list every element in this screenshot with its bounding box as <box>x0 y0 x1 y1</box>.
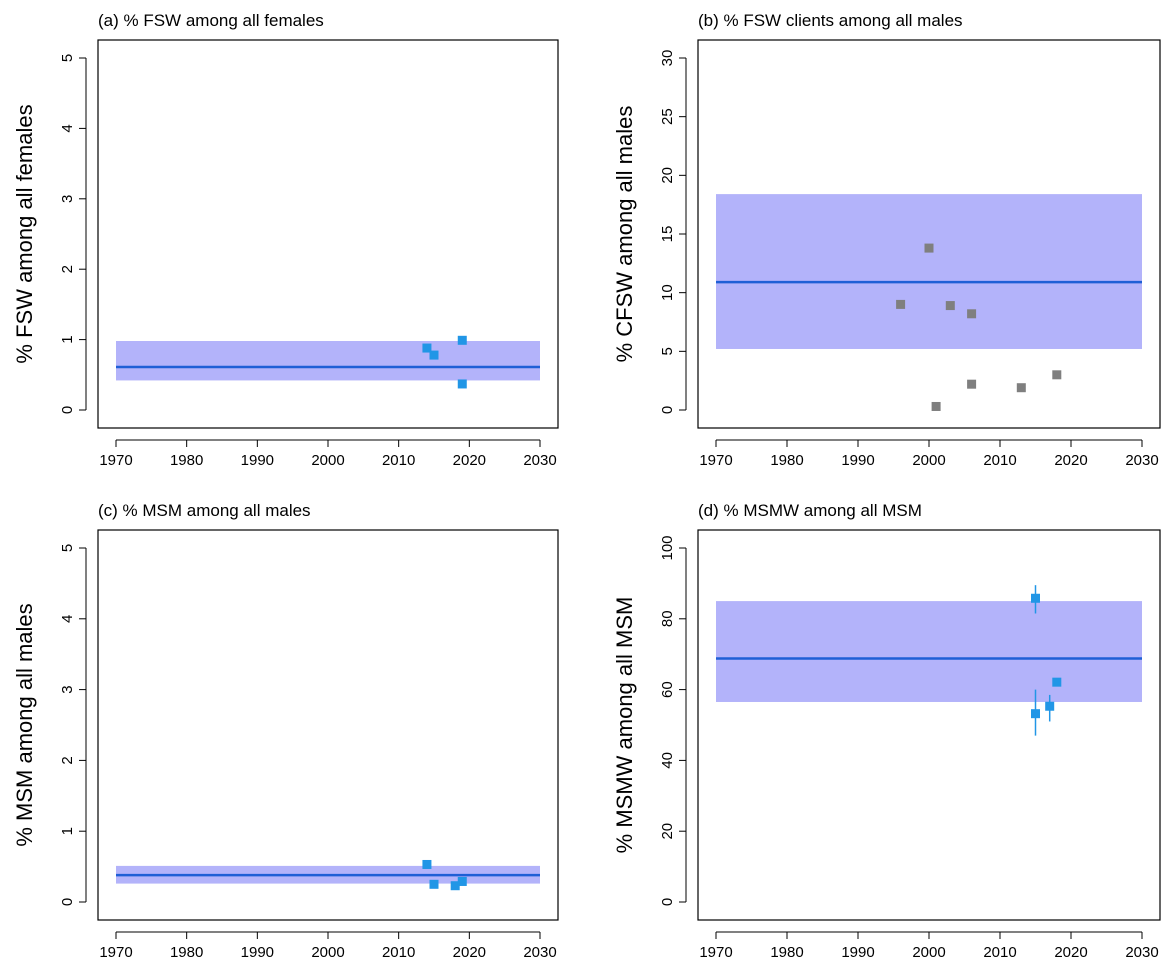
x-tick-label: 1980 <box>770 944 803 961</box>
y-tick-label: 4 <box>59 124 76 132</box>
y-tick-label: 5 <box>59 544 76 552</box>
x-tick-label: 2010 <box>983 452 1016 469</box>
y-tick-label: 3 <box>59 685 76 693</box>
chart-panel-1: (a) % FSW among all females % FSW among a… <box>12 11 559 469</box>
x-tick-label: 1970 <box>99 452 132 469</box>
y-tick-label: 20 <box>659 167 676 184</box>
x-tick-label: 2010 <box>382 452 415 469</box>
y-tick-label: 1 <box>59 827 76 835</box>
x-tick-label: 2030 <box>523 944 556 961</box>
y-tick-label: 2 <box>59 265 76 273</box>
plot-frame <box>97 39 559 429</box>
data-point <box>1016 383 1026 393</box>
x-tick-label: 2010 <box>983 944 1016 961</box>
data-point <box>1052 677 1062 687</box>
y-tick-label: 1 <box>59 335 76 343</box>
x-tick-label: 2020 <box>453 452 486 469</box>
data-point <box>1031 709 1040 719</box>
x-tick-label: 1990 <box>841 452 874 469</box>
data-point <box>896 299 906 309</box>
y-tick-label: 0 <box>59 406 76 414</box>
data-point <box>457 379 467 389</box>
x-tick-label: 2020 <box>1054 452 1087 469</box>
y-tick-label: 5 <box>59 54 76 62</box>
x-tick-label: 1980 <box>770 452 803 469</box>
x-tick-label: 2000 <box>311 452 344 469</box>
x-tick-label: 1980 <box>170 944 203 961</box>
x-tick-label: 1970 <box>699 452 732 469</box>
y-axis-label: % MSMW among all MSM <box>612 597 637 854</box>
uncertainty-band <box>716 194 1142 349</box>
uncertainty-band <box>716 601 1142 702</box>
x-tick-label: 2000 <box>912 452 945 469</box>
x-tick-label: 2020 <box>1054 944 1087 961</box>
data-point <box>429 879 439 889</box>
chart-panel-2: (b) % FSW clients among all males % CFSW … <box>612 11 1161 469</box>
x-tick-label: 2000 <box>311 944 344 961</box>
x-tick-label: 1990 <box>241 944 274 961</box>
x-tick-label: 1980 <box>170 452 203 469</box>
y-tick-label: 100 <box>659 535 676 560</box>
y-tick-label: 20 <box>659 823 676 840</box>
uncertainty-band <box>116 341 540 381</box>
y-tick-label: 3 <box>59 195 76 203</box>
data-point <box>924 243 934 253</box>
data-point <box>429 350 439 360</box>
chart-title: (a) % FSW among all females <box>98 11 324 30</box>
data-point <box>945 301 955 311</box>
x-tick-label: 1970 <box>699 944 732 961</box>
y-axis-label: % FSW among all females <box>12 104 37 363</box>
data-point <box>931 401 941 411</box>
x-tick-label: 1990 <box>241 452 274 469</box>
data-point <box>457 876 467 886</box>
x-tick-label: 2030 <box>523 452 556 469</box>
y-tick-label: 0 <box>59 898 76 906</box>
y-tick-label: 40 <box>659 752 676 769</box>
y-tick-label: 0 <box>659 898 676 906</box>
data-point <box>1052 370 1062 380</box>
x-tick-label: 2000 <box>912 944 945 961</box>
y-tick-label: 15 <box>659 226 676 243</box>
chart-panel-3: (c) % MSM among all males % MSM among all… <box>12 501 559 961</box>
y-axis-label: % CFSW among all males <box>612 106 637 363</box>
data-point <box>422 343 432 353</box>
y-tick-label: 25 <box>659 108 676 125</box>
plot-frame <box>697 529 1161 921</box>
y-tick-label: 60 <box>659 681 676 698</box>
x-tick-label: 2030 <box>1125 452 1158 469</box>
data-point <box>1031 593 1040 603</box>
data-point <box>1045 701 1055 711</box>
chart-title: (d) % MSMW among all MSM <box>698 501 922 520</box>
y-tick-label: 10 <box>659 284 676 301</box>
y-tick-label: 2 <box>59 756 76 764</box>
y-tick-label: 4 <box>59 615 76 623</box>
y-tick-label: 5 <box>659 347 676 355</box>
y-tick-label: 0 <box>659 406 676 414</box>
x-tick-label: 2010 <box>382 944 415 961</box>
plot-frame <box>697 39 1161 429</box>
data-point <box>422 859 432 869</box>
chart-panel-4: (d) % MSMW among all MSM % MSMW among all… <box>612 501 1161 961</box>
x-tick-label: 2030 <box>1125 944 1158 961</box>
chart-title: (c) % MSM among all males <box>98 501 311 520</box>
y-tick-label: 30 <box>659 50 676 67</box>
y-axis-label: % MSM among all males <box>12 603 37 846</box>
data-point <box>457 335 467 345</box>
x-tick-label: 1990 <box>841 944 874 961</box>
y-tick-label: 80 <box>659 610 676 627</box>
data-point <box>967 379 977 389</box>
data-point <box>450 881 460 891</box>
data-point <box>967 309 977 319</box>
chart-title: (b) % FSW clients among all males <box>698 11 963 30</box>
x-tick-label: 1970 <box>99 944 132 961</box>
plot-frame <box>97 529 559 921</box>
x-tick-label: 2020 <box>453 944 486 961</box>
